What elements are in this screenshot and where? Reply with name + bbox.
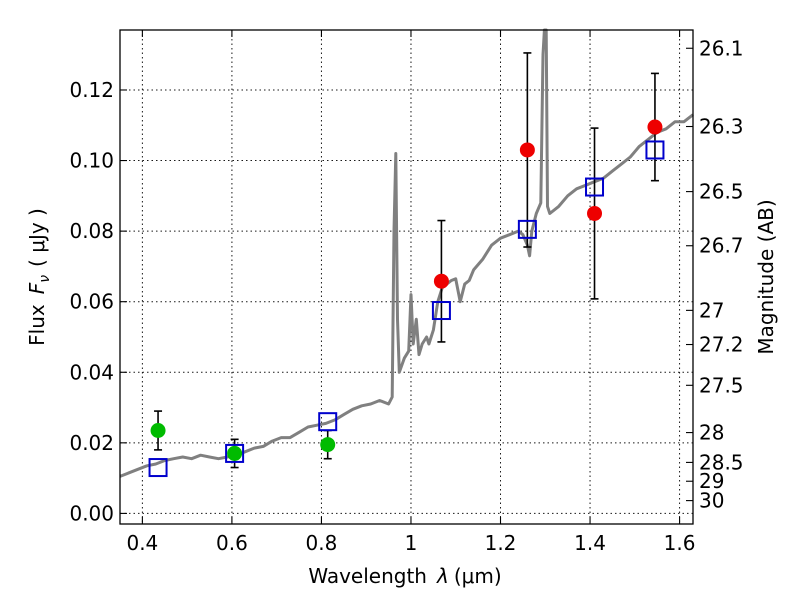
synthetic-square-marker: [585, 177, 605, 197]
y2-tick-label: 29: [699, 469, 724, 493]
y2-tick-label: 27: [699, 298, 724, 322]
y-tick-label: 0.00: [69, 501, 114, 525]
y2-tick-label: 26.7: [699, 234, 744, 258]
y2-tick-label: 26.5: [699, 180, 744, 204]
synthetic-square-marker: [318, 412, 338, 432]
y-tick-label: 0.02: [69, 431, 114, 455]
plot-frame: [119, 29, 694, 525]
observed-photometry-markers: [150, 119, 663, 461]
y-tick-label: 0.10: [69, 149, 114, 173]
synthetic-square-marker: [431, 301, 451, 321]
y2-tick-label: 28: [699, 421, 724, 445]
axis-ticks: 0.4 0.6 0.8 1 1.2 1.4 1.6 0.00 0.02 0.04 0.06 0.08 0…: [69, 30, 744, 555]
x-tick-label: 1: [405, 531, 418, 555]
y-tick-label: 0.08: [69, 219, 114, 243]
y-tick-label: 0.04: [69, 360, 114, 384]
y2-tick-label: 28.5: [699, 450, 744, 474]
synthetic-square-marker: [148, 458, 168, 478]
error-bars: [154, 52, 659, 469]
x-tick-label: 0.8: [306, 531, 338, 555]
y-tick-label: 0.12: [69, 78, 114, 102]
model-spectrum-line: [119, 28, 694, 478]
y-axis-label: FluxFν( μJy ): [25, 208, 53, 346]
observed-point-marker: [433, 273, 449, 289]
observed-point-marker: [227, 445, 243, 461]
synthetic-square-marker: [517, 219, 537, 239]
grid-lines: [120, 30, 693, 524]
observed-point-marker: [647, 119, 663, 135]
y2-tick-label: 26.1: [699, 36, 744, 60]
observed-point-marker: [150, 422, 166, 438]
observed-point-marker: [587, 205, 603, 221]
y2-tick-label: 30: [699, 489, 724, 513]
x-tick-label: 0.6: [216, 531, 248, 555]
synthetic-photometry-markers: [148, 140, 665, 478]
x-tick-label: 1.4: [574, 531, 606, 555]
y-tick-label: 0.06: [69, 290, 114, 314]
y2-tick-label: 27.2: [699, 333, 744, 357]
y2-tick-label: 26.3: [699, 115, 744, 139]
synthetic-square-marker: [645, 140, 665, 160]
observed-point-marker: [320, 437, 336, 453]
model-spectrum: [119, 28, 694, 478]
y2-axis-label: Magnitude (AB): [754, 199, 778, 354]
observed-point-marker: [519, 142, 535, 158]
x-tick-label: 1.2: [485, 531, 517, 555]
x-tick-label: 1.6: [664, 531, 696, 555]
x-axis-label: Wavelength λ (μm): [308, 564, 501, 588]
y2-tick-label: 27.5: [699, 373, 744, 397]
x-tick-label: 0.4: [126, 531, 158, 555]
synthetic-square-marker: [225, 443, 245, 463]
